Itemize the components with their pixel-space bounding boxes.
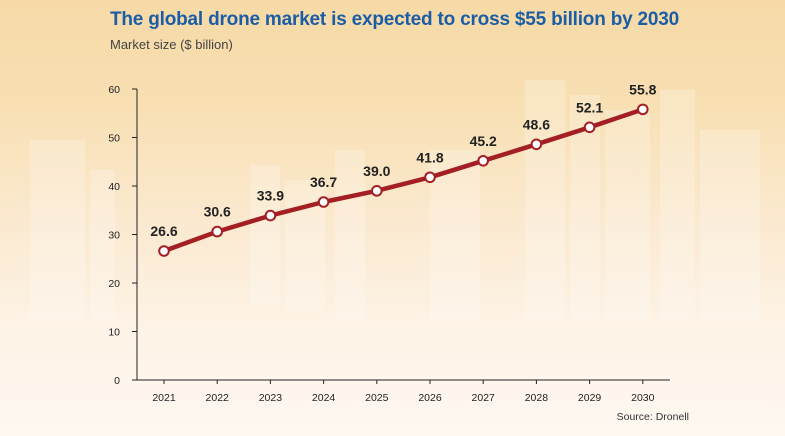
data-label: 55.8 bbox=[629, 81, 656, 97]
y-tick-label: 40 bbox=[108, 181, 120, 193]
data-point bbox=[477, 154, 490, 167]
x-tick-label: 2027 bbox=[472, 392, 496, 404]
x-tick-label: 2029 bbox=[578, 392, 602, 404]
x-tick-label: 2021 bbox=[152, 392, 176, 404]
data-points bbox=[158, 103, 649, 257]
x-tick-label: 2025 bbox=[365, 392, 389, 404]
data-label: 26.6 bbox=[150, 223, 177, 239]
data-labels: 26.6 30.6 33.9 36.7 39.0 41.8 45.2 48.6 52.1 55.8 bbox=[150, 81, 656, 239]
x-tick-label: 2028 bbox=[525, 392, 549, 404]
y-tick-label: 0 bbox=[114, 375, 120, 387]
data-point bbox=[317, 196, 330, 208]
data-point bbox=[583, 121, 596, 134]
x-tick-label: 2023 bbox=[259, 392, 283, 404]
data-point bbox=[530, 138, 543, 151]
source-note: Source: Dronell bbox=[616, 411, 689, 423]
data-label: 41.8 bbox=[416, 149, 443, 165]
data-point bbox=[211, 225, 223, 238]
y-tick-label: 10 bbox=[108, 327, 120, 339]
data-label: 33.9 bbox=[257, 188, 284, 204]
data-label: 39.0 bbox=[363, 163, 390, 179]
y-tick-label: 20 bbox=[108, 278, 120, 290]
data-label: 30.6 bbox=[204, 204, 231, 220]
data-point bbox=[371, 185, 383, 197]
y-tick-label: 30 bbox=[108, 230, 120, 242]
data-point bbox=[424, 171, 436, 184]
data-point bbox=[158, 245, 170, 257]
x-tick-label: 2022 bbox=[206, 392, 230, 404]
y-tick-label: 60 bbox=[108, 84, 120, 96]
x-axis-ticks: 2021 2022 2023 2024 2025 2026 2027 2028 2029 2030 bbox=[152, 380, 655, 404]
data-label: 45.2 bbox=[470, 133, 497, 149]
chart-title: The global drone market is expected to c… bbox=[110, 9, 680, 30]
data-label: 48.6 bbox=[523, 116, 550, 132]
data-point bbox=[264, 209, 277, 222]
y-tick-label: 50 bbox=[108, 133, 120, 145]
x-tick-label: 2024 bbox=[312, 392, 336, 404]
x-tick-label: 2026 bbox=[418, 392, 442, 404]
y-axis-ticks: 0 10 20 30 40 50 60 bbox=[108, 84, 137, 387]
series-line bbox=[161, 107, 646, 254]
data-point bbox=[637, 103, 649, 116]
x-tick-label: 2030 bbox=[631, 392, 655, 404]
data-label: 36.7 bbox=[310, 174, 337, 190]
data-label: 52.1 bbox=[576, 99, 603, 115]
chart-subtitle: Market size ($ billion) bbox=[110, 37, 233, 52]
